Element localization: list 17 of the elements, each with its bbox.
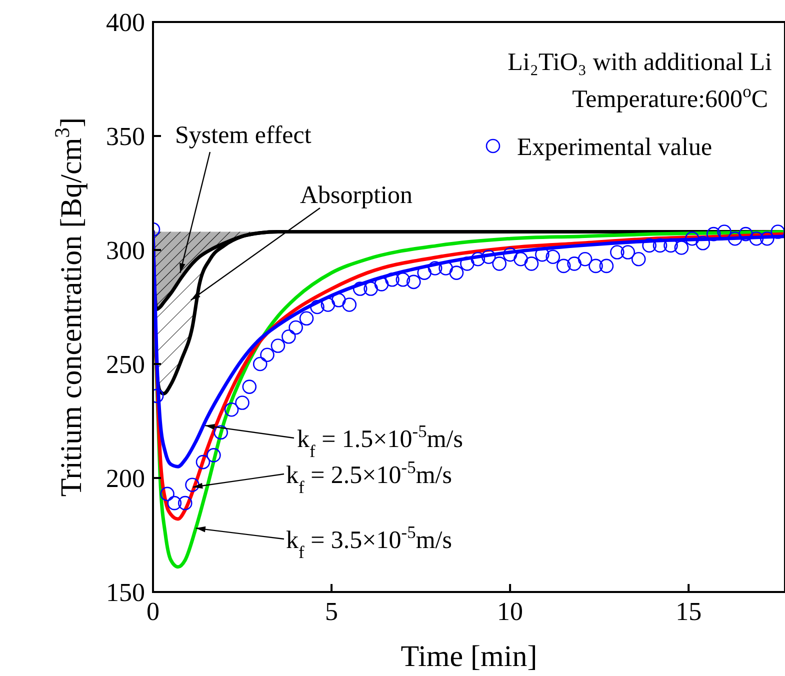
y-tick-label: 150 [106, 578, 145, 607]
annotation: Temperature:600$^{o}$C [572, 81, 768, 113]
y-tick-label: 400 [106, 8, 145, 37]
annotation: k$_{f}$ = 3.5×10$^{-5}$m/s [286, 522, 452, 562]
y-tick-label: 250 [106, 350, 145, 379]
x-tick-label: 5 [325, 597, 338, 626]
y-tick-label: 300 [106, 236, 145, 265]
annotation: Li₂TiO₃ with additional Li [508, 49, 772, 76]
x-tick-label: 10 [497, 597, 524, 626]
x-tick-label: 0 [146, 597, 160, 626]
x-axis-title: Time [min] [400, 640, 538, 673]
x-tick-label: 15 [676, 597, 702, 626]
y-tick-label: 200 [106, 464, 145, 493]
legend-label: Experimental value [517, 134, 712, 161]
annotation: Absorption [300, 182, 413, 209]
y-tick-label: 350 [106, 122, 145, 151]
annotation: System effect [175, 122, 312, 149]
